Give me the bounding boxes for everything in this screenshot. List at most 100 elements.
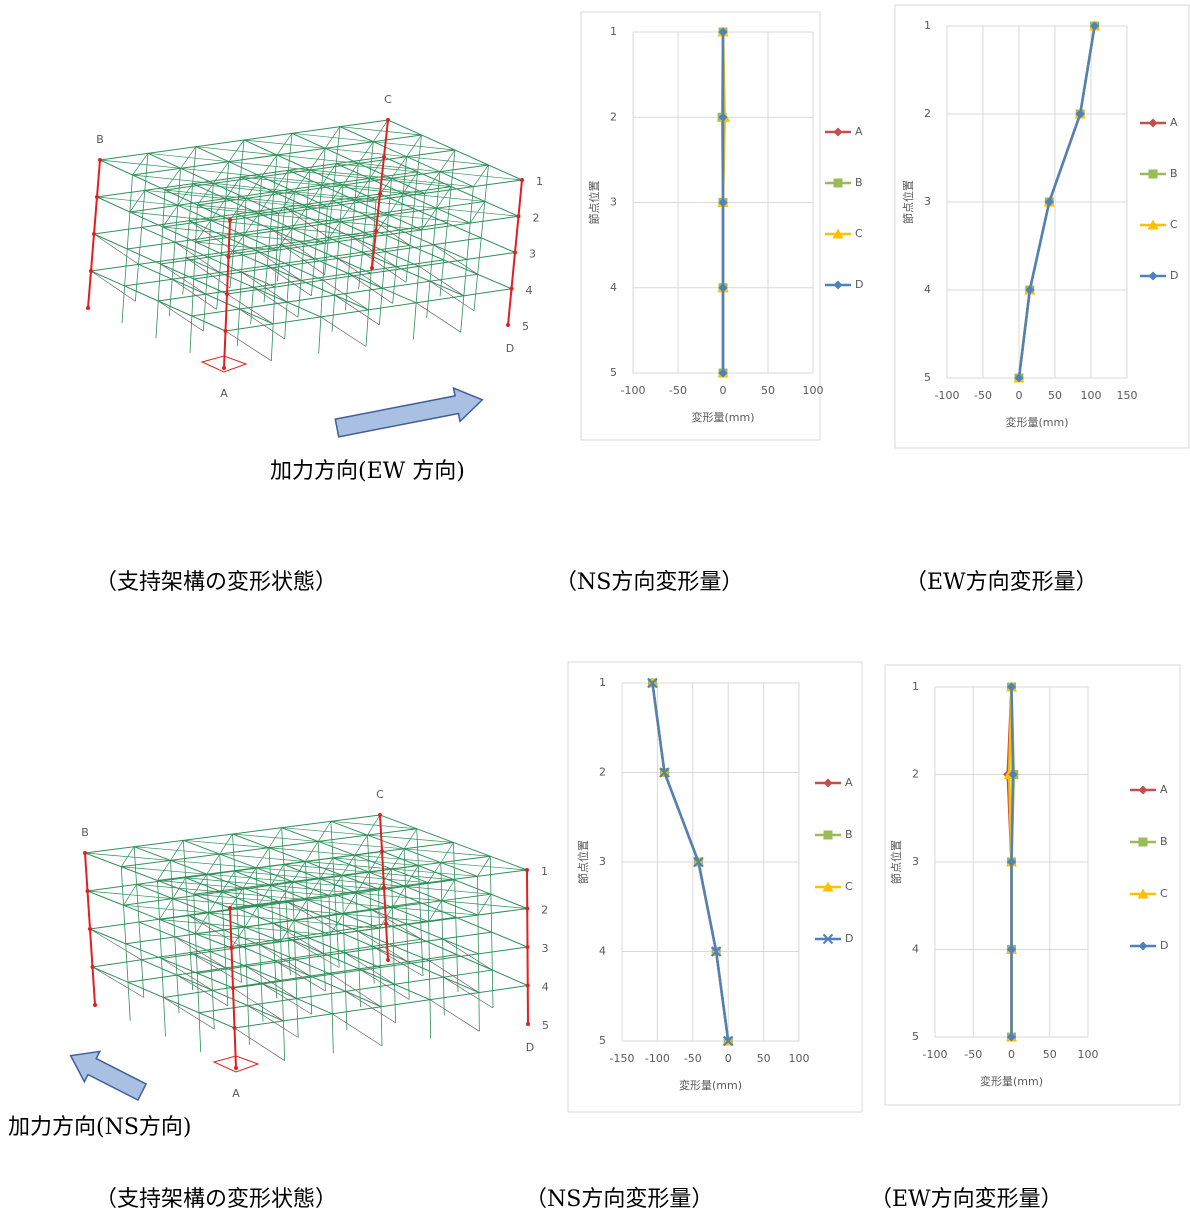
member: [379, 814, 383, 852]
node: [229, 946, 234, 950]
member: [123, 905, 127, 944]
member: [141, 190, 146, 228]
y-tick-label: 4: [610, 281, 617, 294]
member: [246, 966, 297, 999]
chart: -100 -50 0 50 100 1 2 3 4 5 変形量(mm) 節点位置 A B C D: [884, 664, 1181, 1106]
x-tick-label: 50: [757, 1052, 771, 1065]
member: [229, 250, 234, 289]
member: [89, 928, 94, 968]
member: [93, 233, 139, 265]
marker: [1090, 21, 1100, 31]
member: [287, 133, 293, 171]
structure-drawing: [86, 118, 524, 373]
member: [379, 967, 382, 1007]
member: [406, 924, 409, 962]
node-label: D: [506, 342, 514, 355]
member: [270, 323, 274, 361]
member: [318, 316, 322, 354]
member: [473, 274, 479, 311]
level-label: 1: [536, 175, 543, 188]
member: [243, 198, 247, 236]
legend-label: A: [855, 125, 863, 138]
member: [392, 907, 394, 946]
member: [270, 228, 315, 260]
member: [231, 926, 246, 949]
member: [245, 966, 249, 1006]
member: [402, 171, 418, 194]
member: [330, 974, 333, 1014]
member: [164, 168, 181, 191]
member: [225, 176, 241, 199]
marker: [1138, 837, 1148, 847]
member: [391, 868, 393, 908]
member: [159, 919, 162, 959]
member: [375, 193, 381, 232]
member: [185, 257, 231, 289]
member: [222, 198, 227, 236]
member: [372, 946, 424, 977]
member: [379, 156, 385, 195]
member: [189, 315, 193, 354]
node: [525, 945, 530, 949]
member: [272, 287, 276, 324]
legend-label: C: [1160, 887, 1168, 900]
node-label: A: [220, 387, 228, 400]
y-tick-label: 1: [610, 25, 617, 38]
member: [157, 880, 160, 920]
member: [236, 176, 241, 215]
member: [368, 872, 372, 910]
member: [285, 901, 289, 939]
member: [208, 891, 223, 914]
member: [287, 938, 291, 976]
member: [195, 204, 198, 243]
member: [228, 235, 245, 258]
member: [335, 126, 341, 164]
member: [369, 141, 374, 179]
member: [87, 270, 92, 309]
member: [270, 864, 285, 886]
legend-label: D: [855, 278, 863, 291]
member: [124, 248, 128, 287]
member: [284, 170, 289, 208]
x-tick-label: 50: [1043, 1048, 1057, 1061]
member: [185, 220, 190, 258]
member: [284, 207, 329, 238]
member: [317, 185, 323, 223]
y-tick-label: 1: [912, 680, 919, 693]
member: [239, 272, 243, 310]
member: [380, 1006, 383, 1047]
y-tick-label: 5: [599, 1034, 606, 1047]
member: [441, 900, 443, 939]
member: [466, 223, 471, 260]
node: [93, 1003, 97, 1007]
marker: [1075, 109, 1085, 119]
member: [287, 937, 340, 968]
member: [161, 958, 164, 998]
member: [129, 174, 133, 213]
legend-label: B: [845, 828, 853, 841]
member: [358, 968, 410, 1000]
marker: [659, 767, 670, 778]
member: [210, 951, 213, 991]
member: [331, 295, 336, 332]
member: [334, 294, 380, 326]
member: [210, 198, 227, 221]
member: [239, 308, 285, 340]
member: [453, 842, 456, 880]
member: [297, 280, 302, 318]
node: [525, 868, 529, 872]
member: [247, 1005, 299, 1038]
member: [90, 270, 136, 302]
member: [285, 901, 338, 932]
legend-label: C: [845, 880, 853, 893]
member: [439, 149, 456, 172]
node-label: D: [526, 1041, 534, 1054]
marker: [693, 856, 704, 868]
member: [309, 976, 313, 1015]
member: [138, 227, 143, 265]
member: [477, 237, 482, 275]
member: [210, 183, 214, 221]
marker: [718, 283, 728, 293]
y-tick-label: 5: [924, 371, 931, 384]
member: [354, 855, 357, 894]
